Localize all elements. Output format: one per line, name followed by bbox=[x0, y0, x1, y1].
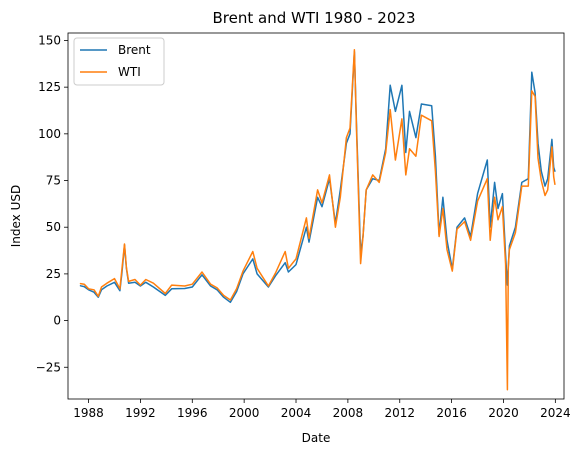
y-tick-label: −25 bbox=[36, 360, 61, 374]
x-tick-label: 2004 bbox=[281, 406, 312, 420]
plot-area bbox=[79, 49, 556, 391]
chart-legend: Brent WTI bbox=[73, 37, 165, 86]
legend-label-brent: Brent bbox=[118, 43, 151, 57]
x-tick-label: 2008 bbox=[333, 406, 364, 420]
legend-label-wti: WTI bbox=[118, 65, 141, 79]
y-tick-label: 0 bbox=[53, 314, 61, 328]
x-tick-label: 2024 bbox=[540, 406, 571, 420]
series-layer bbox=[79, 49, 556, 391]
plot-frame bbox=[67, 32, 565, 400]
y-axis: −25 0 25 50 75 100 125 150 bbox=[36, 33, 68, 374]
x-tick-label: 1992 bbox=[125, 406, 156, 420]
x-tick-label: 2020 bbox=[488, 406, 519, 420]
y-tick-label: 100 bbox=[38, 127, 61, 141]
y-tick-label: 50 bbox=[46, 220, 61, 234]
x-axis: 1988 1992 1996 2000 2004 2008 2012 2016 2020 2024 bbox=[73, 399, 571, 420]
x-tick-label: 2012 bbox=[384, 406, 415, 420]
x-tick-label: 1996 bbox=[177, 406, 208, 420]
y-tick-label: 75 bbox=[46, 174, 61, 188]
x-tick-label: 1988 bbox=[73, 406, 104, 420]
y-tick-label: 125 bbox=[38, 80, 61, 94]
x-axis-label: Date bbox=[302, 431, 331, 445]
x-tick-label: 2000 bbox=[229, 406, 260, 420]
chart-title: Brent and WTI 1980 - 2023 bbox=[213, 9, 416, 27]
y-tick-label: 25 bbox=[46, 267, 61, 281]
y-axis-label: Index USD bbox=[9, 185, 23, 248]
y-tick-label: 150 bbox=[38, 33, 61, 47]
x-tick-label: 2016 bbox=[436, 406, 467, 420]
series-line-wti bbox=[79, 49, 556, 391]
